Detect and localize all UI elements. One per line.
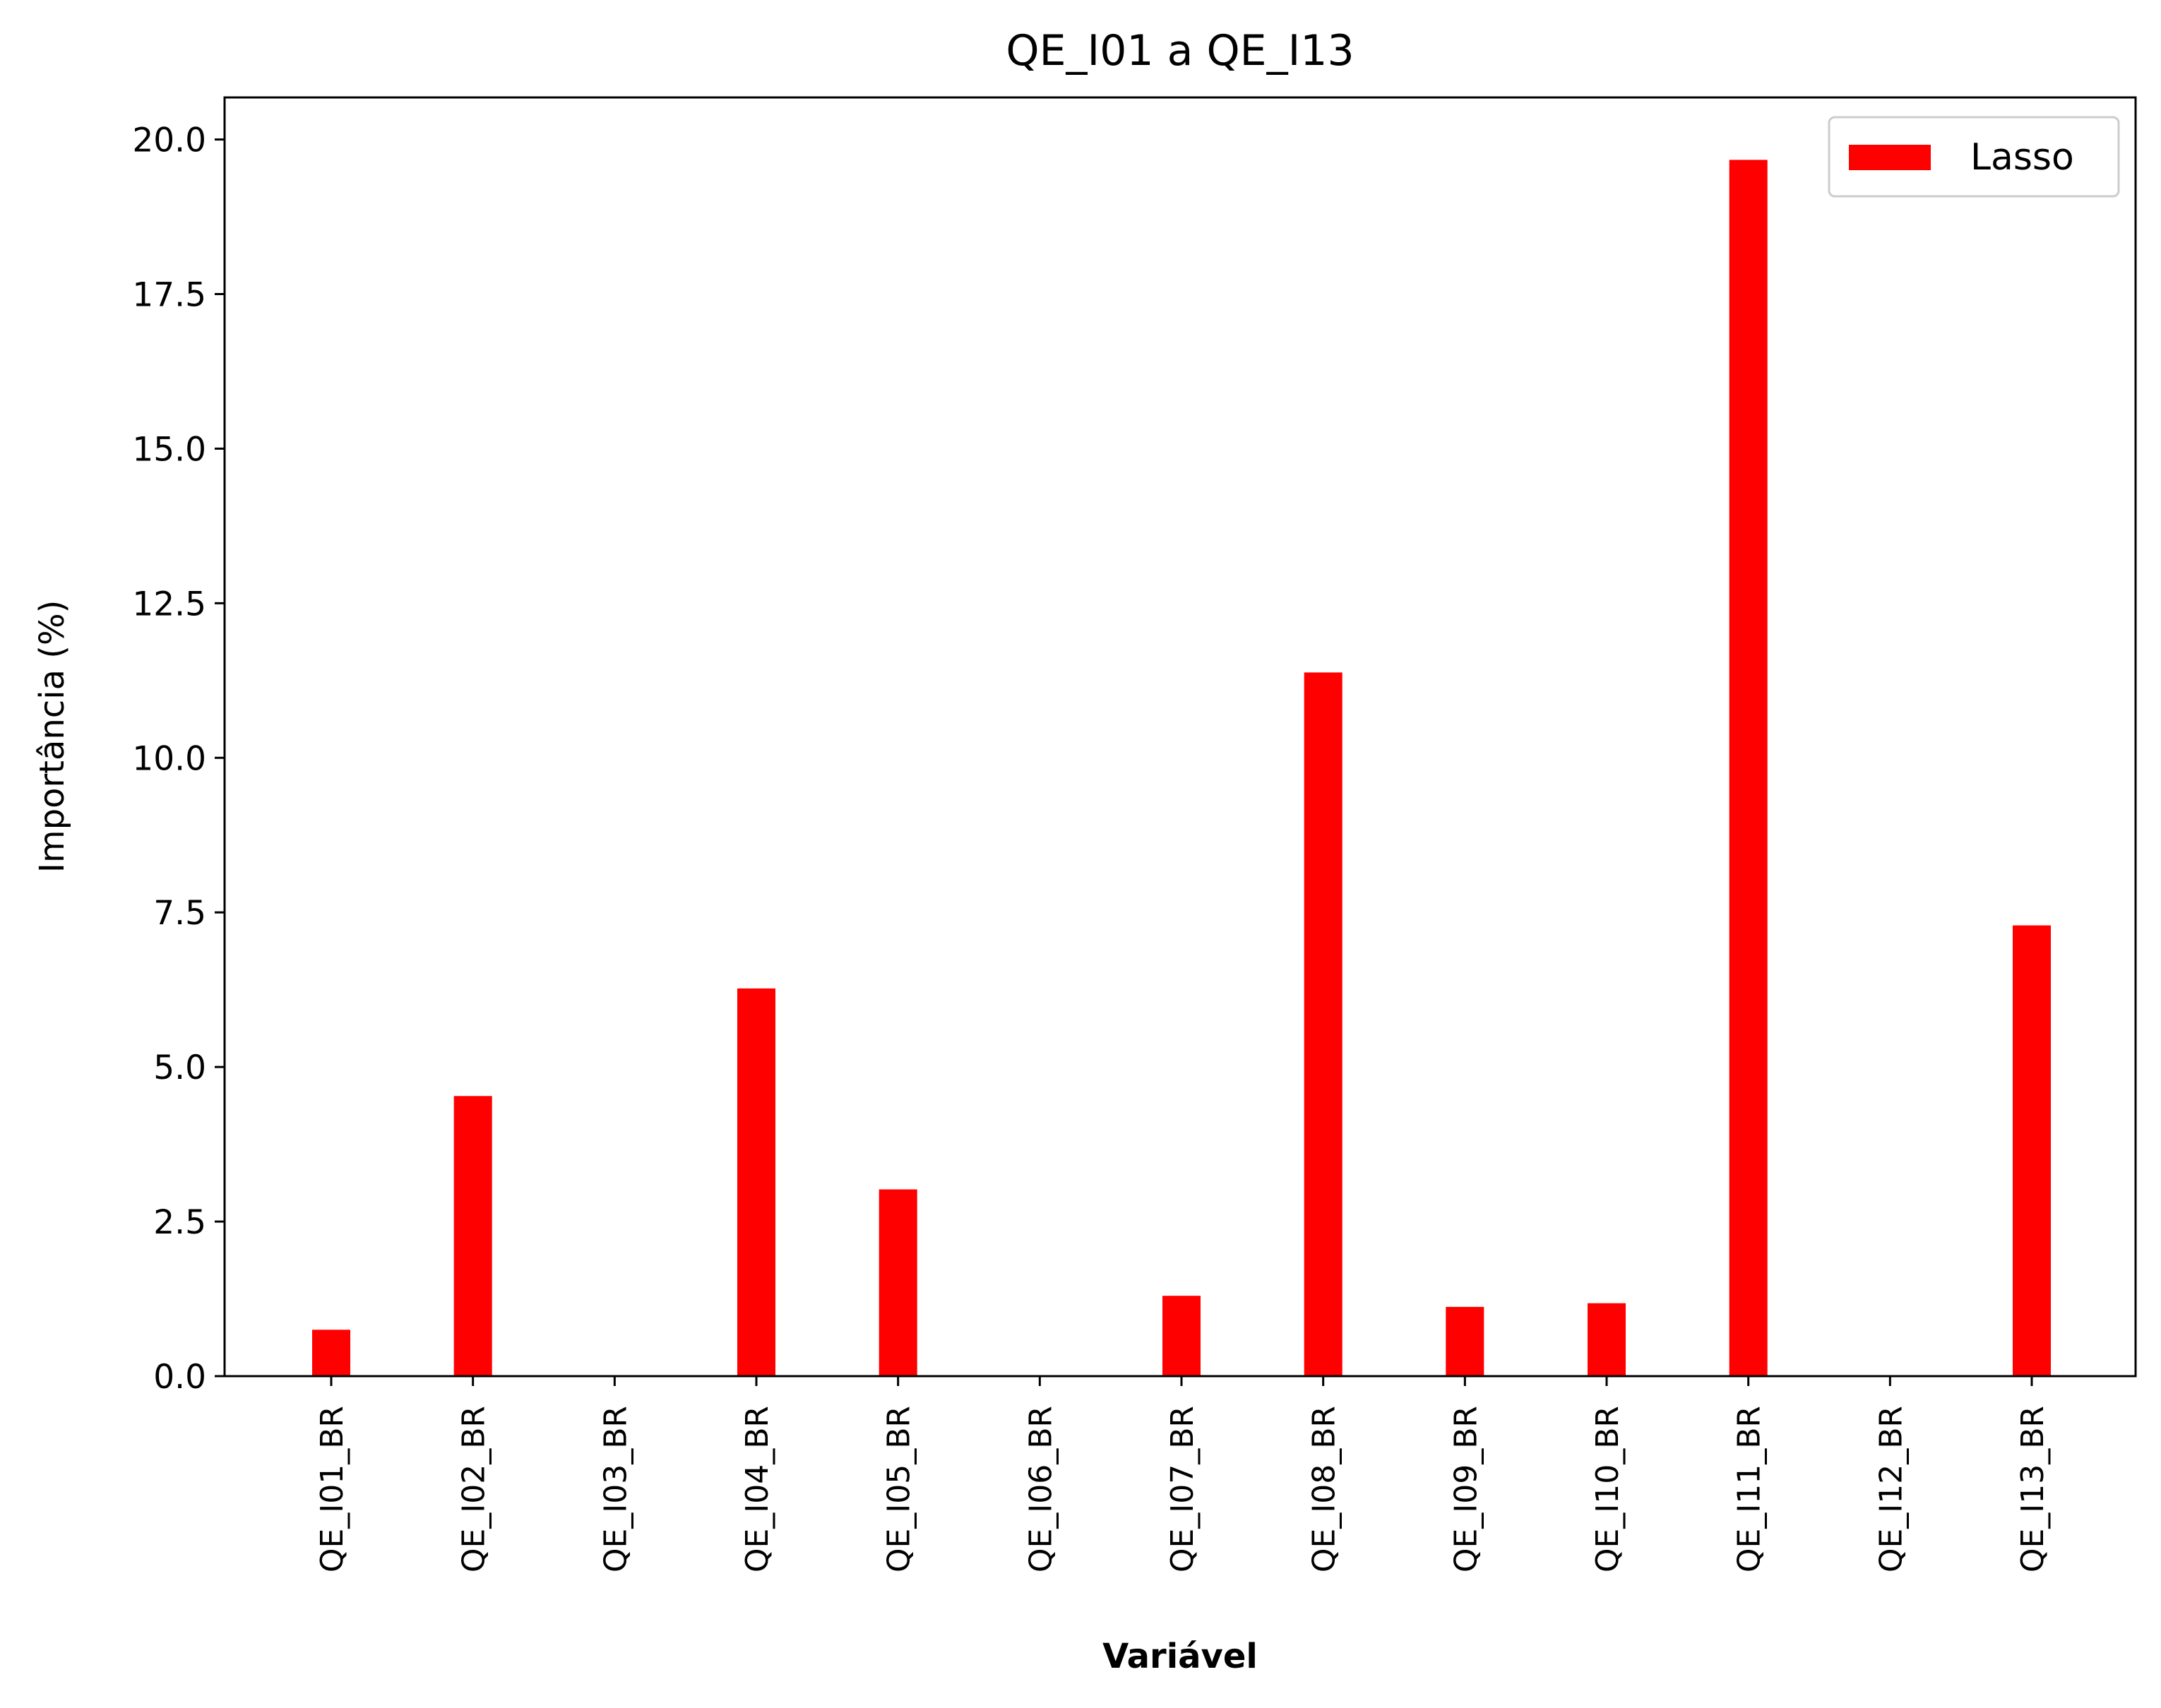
bar-qe-i13-br — [2013, 925, 2051, 1376]
y-tick-label: 20.0 — [132, 121, 206, 160]
x-tick-label: QE_I06_BR — [1023, 1406, 1059, 1572]
chart-title: QE_I01 a QE_I13 — [1006, 26, 1354, 76]
x-tick-label: QE_I02_BR — [456, 1406, 492, 1572]
legend: Lasso — [1828, 116, 2120, 198]
bar-qe-i08-br — [1304, 672, 1343, 1376]
plot-frame — [223, 96, 2137, 1378]
bars-layer — [312, 160, 2051, 1376]
y-axis-label: Importância (%) — [32, 600, 72, 873]
y-axis: 0.0 2.5 5.0 7.5 10.0 12.5 15.0 17.5 20.0 — [132, 121, 225, 1397]
x-tick-label: QE_I09_BR — [1448, 1406, 1484, 1572]
y-tick-label: 15.0 — [132, 430, 206, 469]
y-tick-label: 5.0 — [153, 1049, 206, 1087]
bar-qe-i10-br — [1588, 1303, 1626, 1376]
x-tick-label: QE_I07_BR — [1165, 1406, 1201, 1572]
x-axis-label: Variável — [1102, 1637, 1258, 1676]
x-tick-label: QE_I04_BR — [739, 1406, 775, 1572]
bar-qe-i05-br — [879, 1189, 917, 1376]
y-tick-label: 12.5 — [132, 585, 206, 623]
x-tick-label: QE_I05_BR — [881, 1406, 917, 1572]
bar-qe-i01-br — [312, 1330, 350, 1376]
y-tick-label: 2.5 — [153, 1203, 206, 1242]
bar-qe-i07-br — [1162, 1296, 1201, 1376]
x-tick-label: QE_I08_BR — [1306, 1406, 1343, 1572]
y-tick-label: 7.5 — [153, 894, 206, 933]
y-tick-label: 10.0 — [132, 739, 206, 778]
x-axis: QE_I01_BR QE_I02_BR QE_I03_BR QE_I04_BR QE_I… — [314, 1376, 2051, 1572]
bar-qe-i04-br — [737, 988, 775, 1376]
legend-label-lasso: Lasso — [1970, 136, 2074, 179]
x-tick-label: QE_I01_BR — [314, 1406, 350, 1572]
bar-qe-i11-br — [1729, 160, 1768, 1376]
legend-frame — [1828, 116, 2120, 198]
x-tick-label: QE_I11_BR — [1732, 1406, 1768, 1572]
bar-qe-i09-br — [1446, 1306, 1484, 1376]
bar-qe-i02-br — [453, 1096, 492, 1376]
x-tick-label: QE_I10_BR — [1590, 1406, 1626, 1572]
x-tick-label: QE_I03_BR — [597, 1406, 633, 1572]
legend-swatch-lasso — [1849, 145, 1931, 170]
y-tick-label: 0.0 — [153, 1358, 206, 1397]
y-tick-label: 17.5 — [132, 275, 206, 314]
x-tick-label: QE_I13_BR — [2015, 1406, 2051, 1572]
x-tick-label: QE_I12_BR — [1873, 1406, 1909, 1572]
